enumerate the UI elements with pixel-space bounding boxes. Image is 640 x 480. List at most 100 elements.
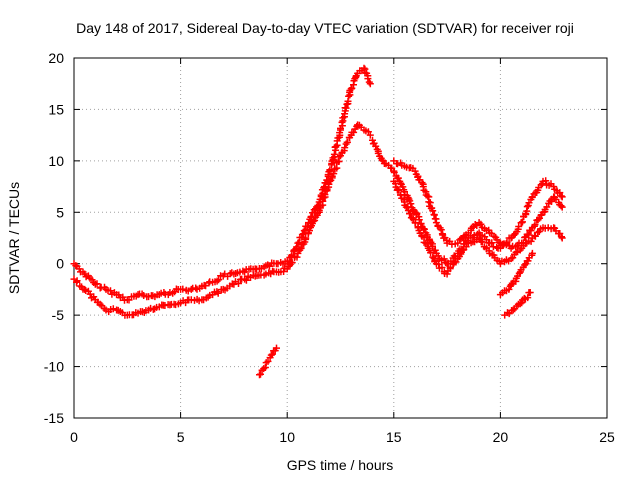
- data-point: [343, 138, 351, 146]
- data-point: [306, 227, 313, 235]
- data-point: [345, 92, 353, 100]
- data-point: [558, 234, 566, 242]
- data-point: [515, 223, 523, 230]
- data-point: [268, 350, 276, 358]
- y-tick-label: -15: [44, 410, 64, 426]
- data-point: [557, 202, 565, 210]
- data-point: [477, 220, 485, 228]
- data-point: [411, 167, 419, 175]
- x-tick-label: 5: [177, 429, 185, 445]
- data-point: [350, 128, 358, 136]
- x-tick-label: 15: [386, 429, 402, 445]
- data-point: [179, 285, 187, 293]
- chart-title: Day 148 of 2017, Sidereal Day-to-day VTE…: [76, 20, 574, 36]
- data-point: [470, 231, 478, 239]
- data-point: [257, 370, 264, 378]
- data-point: [319, 197, 327, 205]
- data-point: [302, 234, 310, 242]
- y-tick-label: 15: [48, 101, 64, 117]
- data-point: [397, 191, 405, 199]
- data-point: [311, 217, 319, 224]
- data-point: [420, 225, 428, 233]
- series-track-post-peak-a: [369, 136, 566, 268]
- data-point: [415, 216, 423, 224]
- data-point: [502, 241, 510, 249]
- data-point: [366, 131, 374, 139]
- series-track-short-dip: [256, 344, 280, 379]
- x-tick-labels: 0 5 10 15 20 25: [70, 429, 615, 445]
- data-point: [524, 257, 532, 265]
- data-point: [557, 192, 565, 200]
- data-point: [531, 232, 539, 240]
- data-point: [558, 203, 566, 211]
- x-tick-label: 25: [599, 429, 615, 445]
- data-point: [515, 269, 523, 277]
- data-point: [372, 142, 380, 150]
- data-point: [338, 118, 346, 126]
- data-point: [478, 238, 486, 246]
- data-point: [440, 255, 448, 263]
- data-point: [526, 289, 534, 296]
- data-point: [215, 276, 223, 284]
- data-point: [109, 305, 117, 313]
- data-point: [81, 285, 89, 293]
- data-point: [488, 239, 496, 247]
- data-point: [395, 186, 403, 194]
- data-point: [427, 249, 435, 257]
- data-point: [430, 211, 438, 219]
- series-track-lower-tail-a: [496, 249, 536, 299]
- data-point: [273, 344, 280, 352]
- y-tick-label: 10: [48, 153, 64, 169]
- data-point: [509, 306, 517, 314]
- data-point: [534, 216, 542, 224]
- data-point: [456, 236, 464, 244]
- data-point: [214, 289, 222, 297]
- x-tick-label: 0: [70, 429, 78, 445]
- data-point: [328, 157, 336, 165]
- data-point: [267, 351, 275, 359]
- data-point: [366, 80, 374, 88]
- x-axis-label: GPS time / hours: [287, 457, 394, 473]
- data-point: [493, 243, 501, 251]
- data-point: [394, 174, 402, 182]
- data-point: [505, 285, 513, 293]
- series-track-post-peak-b: [390, 157, 566, 252]
- data-point: [213, 277, 221, 285]
- y-tick-labels: -15 -10 -5 0 5 10 15 20: [44, 50, 64, 426]
- series-track-main-lower: [70, 121, 374, 319]
- x-tick-label: 20: [493, 429, 509, 445]
- data-point: [242, 276, 250, 284]
- series-track-post-peak-c: [390, 177, 566, 278]
- data-point: [527, 237, 535, 245]
- data-point: [528, 249, 536, 257]
- data-series: [70, 64, 566, 379]
- data-point: [330, 170, 338, 178]
- y-tick-label: -10: [44, 359, 64, 375]
- data-point: [73, 277, 81, 285]
- data-point: [558, 193, 566, 201]
- data-point: [475, 234, 483, 242]
- data-point: [438, 264, 446, 271]
- data-point: [437, 226, 445, 234]
- data-point: [332, 143, 340, 151]
- data-point: [341, 144, 349, 152]
- y-tick-label: -5: [52, 307, 65, 323]
- y-tick-label: 0: [56, 256, 64, 272]
- data-point: [280, 268, 288, 275]
- data-point: [309, 217, 317, 225]
- data-point: [443, 270, 451, 278]
- x-tick-label: 10: [279, 429, 295, 445]
- data-point: [543, 203, 551, 211]
- data-point: [523, 203, 531, 211]
- data-point: [542, 177, 550, 185]
- y-tick-label: 5: [56, 204, 64, 220]
- data-point: [205, 279, 213, 287]
- y-axis-label: SDTVAR / TECUs: [6, 182, 22, 294]
- data-point: [235, 280, 242, 287]
- data-point: [364, 75, 372, 83]
- data-point: [394, 160, 401, 168]
- data-point: [429, 207, 437, 215]
- grid-lines: [74, 58, 607, 418]
- data-point: [335, 153, 343, 161]
